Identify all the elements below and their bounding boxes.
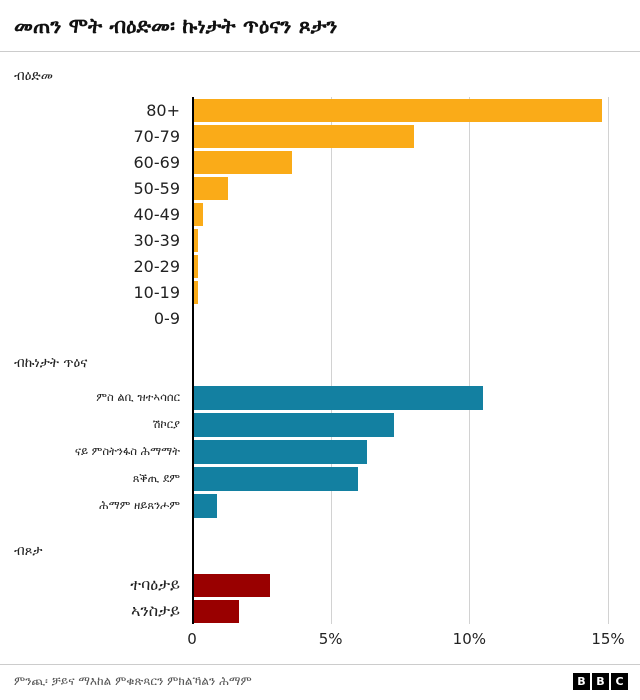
bar-row: ናይ ምስትንፋስ ሕማማት <box>0 438 640 465</box>
gridline-15pct <box>608 97 609 625</box>
bar-track <box>192 149 608 175</box>
bar <box>192 280 198 304</box>
bbc-logo-block-b1: B <box>573 673 590 690</box>
bar-track <box>192 411 608 438</box>
bar-row: 80+ <box>0 97 640 123</box>
bars-by-sex: ተባዕታይ ኣንስታይ <box>0 572 640 624</box>
bar-track <box>192 175 608 201</box>
x-axis-tick-15: 15% <box>591 630 625 649</box>
bar-row: ጸቕጢ ደም <box>0 465 640 492</box>
bar-row: ኣንስታይ <box>0 598 640 624</box>
x-axis: 0 5% 10% 15% <box>187 624 624 650</box>
bar-row: 10-19 <box>0 279 640 305</box>
bar-category-label: 40-49 <box>133 204 181 224</box>
plot-area: 80+ 70-79 60-69 50-59 40-49 30-39 20-29 10-19 0-… <box>0 97 640 650</box>
bar-row: 70-79 <box>0 123 640 149</box>
bar <box>192 573 270 597</box>
bar <box>192 385 484 410</box>
bar-track <box>192 465 608 492</box>
bar-category-label: 0-9 <box>153 308 180 328</box>
bar <box>192 254 198 278</box>
section-title-age: ብዕድመ <box>14 68 53 85</box>
bar <box>192 150 292 174</box>
bar-track <box>192 227 608 253</box>
bar-row: 0-9 <box>0 305 640 331</box>
bar-track <box>192 438 608 465</box>
bar <box>192 124 414 148</box>
bar-track <box>192 279 608 305</box>
page-title: መጠን ሞት ብዕድመ፡ ኩነታት ጥዕናን ጾታን <box>14 14 338 38</box>
bar <box>192 493 217 518</box>
bar-category-label: ኣንስታይ <box>131 601 180 621</box>
bar-row: 30-39 <box>0 227 640 253</box>
gridline-5pct <box>330 97 332 625</box>
bar-category-label: ሽኮርያ <box>152 417 180 432</box>
bar <box>192 439 367 464</box>
bar-category-label: 10-19 <box>133 282 181 302</box>
bbc-logo-block-b2: B <box>592 673 609 690</box>
bars-by-age: 80+ 70-79 60-69 50-59 40-49 30-39 20-29 10-19 0-… <box>0 97 640 331</box>
bar-track <box>192 492 608 519</box>
bar-category-label: 50-59 <box>133 178 181 198</box>
x-axis-tick-10: 10% <box>452 630 486 649</box>
bar-track <box>192 123 608 149</box>
bar-category-label: 60-69 <box>133 152 181 172</box>
bbc-logo: B B C <box>573 673 628 690</box>
bar-category-label: 30-39 <box>133 230 181 250</box>
bar <box>192 98 603 122</box>
zero-axis-line <box>192 97 194 625</box>
bar <box>192 599 240 623</box>
bar-track <box>192 97 608 123</box>
bar-row: ሕማም ዘይጸንሖም <box>0 492 640 519</box>
source-credit: ምንጪ፡ ቻይና ማእከል ምቁጽጻርን ምክልኻልን ሕማም <box>14 674 252 688</box>
grid-layer <box>192 97 609 625</box>
bar-row: ምስ ልቢ ዝተኣሳሰር <box>0 384 640 411</box>
bar-row: 20-29 <box>0 253 640 279</box>
bar-row: ተባዕታይ <box>0 572 640 598</box>
gridline-10pct <box>469 97 471 625</box>
bar-category-label: ተባዕታይ <box>130 575 180 595</box>
bar <box>192 228 198 252</box>
bar-category-label: 70-79 <box>133 126 181 146</box>
bar-category-label: ምስ ልቢ ዝተኣሳሰር <box>96 390 180 405</box>
bar <box>192 466 359 491</box>
bar <box>192 176 229 200</box>
bar-row: ሽኮርያ <box>0 411 640 438</box>
bar-track <box>192 572 608 598</box>
bar-track <box>192 598 608 624</box>
title-divider <box>0 51 640 53</box>
bar-category-label: 80+ <box>146 100 180 120</box>
bar-category-label: 20-29 <box>133 256 181 276</box>
bar <box>192 412 395 437</box>
bar-row: 50-59 <box>0 175 640 201</box>
section-title-condition: ብኩነታት ጥዕና <box>14 355 88 372</box>
bars-by-condition: ምስ ልቢ ዝተኣሳሰር ሽኮርያ ናይ ምስትንፋስ ሕማማት ጸቕጢ ደም ሕማም … <box>0 384 640 519</box>
x-axis-tick-5: 5% <box>318 630 343 649</box>
bar-row: 40-49 <box>0 201 640 227</box>
bar-row: 60-69 <box>0 149 640 175</box>
bbc-logo-block-c: C <box>611 673 628 690</box>
bar <box>192 202 204 226</box>
bar-category-label: ጸቕጢ ደም <box>132 471 180 486</box>
bar-category-label: ሕማም ዘይጸንሖም <box>99 498 180 513</box>
bar-track <box>192 201 608 227</box>
bar-category-label: ናይ ምስትንፋስ ሕማማት <box>74 444 180 459</box>
bar-track <box>192 253 608 279</box>
x-axis-tick-0: 0 <box>187 630 197 649</box>
bar-track <box>192 384 608 411</box>
footer: ምንጪ፡ ቻይና ማእከል ምቁጽጻርን ምክልኻልን ሕማም B B C <box>0 664 640 700</box>
section-title-sex: ብጾታ <box>14 543 43 560</box>
